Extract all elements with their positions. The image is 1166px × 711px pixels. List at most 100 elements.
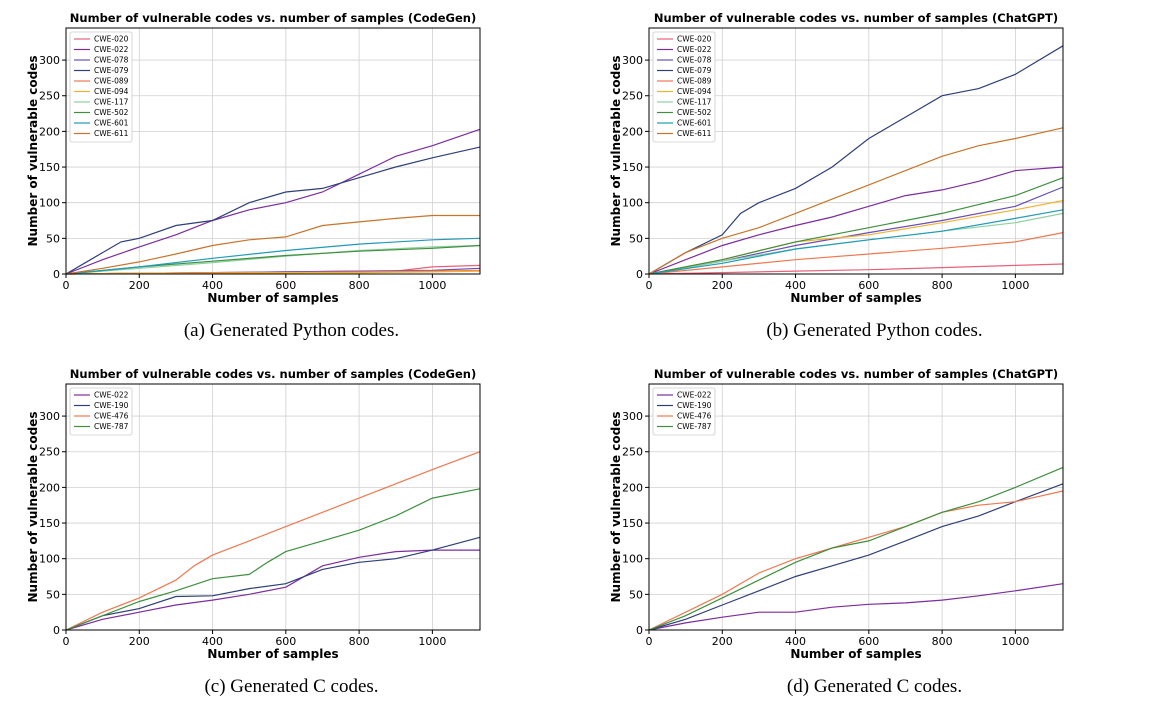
series-line-cwe-601 — [648, 209, 1064, 275]
x-tick-label: 600 — [858, 635, 879, 648]
x-tick-label: 200 — [129, 635, 150, 648]
y-tick-label: 200 — [39, 125, 60, 138]
x-tick-label: 0 — [646, 279, 653, 292]
x-axis-label: Number of samples — [790, 291, 921, 305]
series-line-cwe-020 — [648, 263, 1064, 275]
series-line-cwe-601 — [65, 237, 481, 275]
x-tick-label: 400 — [202, 635, 223, 648]
chart-panel-a: Number of vulnerable codes vs. number of… — [0, 0, 583, 355]
y-tick-label: 100 — [39, 197, 60, 210]
chart-title: Number of vulnerable codes vs. number of… — [70, 11, 476, 25]
x-axis-label: Number of samples — [790, 647, 921, 661]
y-tick-label: 0 — [53, 624, 60, 637]
chart-panel-d: Number of vulnerable codes vs. number of… — [583, 356, 1166, 711]
legend-label: CWE-022 — [94, 391, 129, 400]
plot-frame — [648, 383, 1064, 631]
x-axis-label: Number of samples — [207, 291, 338, 305]
y-tick-label: 300 — [39, 410, 60, 423]
legend-label: CWE-078 — [94, 56, 129, 65]
legend-label: CWE-601 — [677, 119, 712, 128]
chart-title: Number of vulnerable codes vs. number of… — [654, 367, 1058, 381]
chart-title: Number of vulnerable codes vs. number of… — [70, 367, 476, 381]
y-tick-label: 200 — [622, 481, 643, 494]
x-tick-label: 800 — [349, 279, 370, 292]
legend-label: CWE-190 — [94, 401, 129, 410]
y-tick-label: 100 — [622, 197, 643, 210]
y-axis-label: Number of vulnerable codes — [26, 412, 40, 603]
legend-label: CWE-787 — [677, 422, 712, 431]
chart-panel-c: Number of vulnerable codes vs. number of… — [0, 356, 583, 711]
y-tick-label: 100 — [622, 553, 643, 566]
series-line-cwe-079 — [648, 45, 1064, 275]
series-line-cwe-022 — [648, 166, 1064, 275]
x-tick-label: 1000 — [418, 279, 446, 292]
y-tick-label: 150 — [622, 161, 643, 174]
y-tick-label: 50 — [629, 232, 643, 245]
legend-label: CWE-022 — [94, 45, 129, 54]
legend-label: CWE-601 — [94, 119, 129, 128]
y-tick-label: 50 — [46, 588, 60, 601]
legend-box — [652, 387, 716, 436]
legend-label: CWE-476 — [677, 412, 712, 421]
x-tick-label: 0 — [63, 279, 70, 292]
y-tick-label: 250 — [39, 446, 60, 459]
x-tick-label: 200 — [712, 635, 733, 648]
y-tick-label: 200 — [39, 481, 60, 494]
y-tick-label: 150 — [39, 161, 60, 174]
legend-label: CWE-022 — [677, 391, 712, 400]
chart-d: Number of vulnerable codes vs. number of… — [609, 367, 1064, 661]
caption-b: (b) Generated Python codes. — [766, 320, 983, 341]
legend-label: CWE-502 — [94, 108, 129, 117]
x-tick-label: 200 — [712, 279, 733, 292]
y-tick-label: 250 — [39, 90, 60, 103]
series-line-cwe-089 — [648, 232, 1064, 275]
legend-label: CWE-117 — [677, 98, 712, 107]
legend-label: CWE-022 — [677, 45, 712, 54]
series-line-cwe-190 — [648, 483, 1064, 631]
chart-panel-b: Number of vulnerable codes vs. number of… — [583, 0, 1166, 355]
legend-label: CWE-020 — [94, 35, 129, 44]
legend-label: CWE-787 — [94, 422, 129, 431]
y-tick-label: 300 — [622, 54, 643, 67]
legend-label: CWE-079 — [94, 66, 129, 75]
x-tick-label: 0 — [63, 635, 70, 648]
x-tick-label: 800 — [349, 635, 370, 648]
x-tick-label: 1000 — [1001, 279, 1029, 292]
series-line-cwe-787 — [648, 466, 1064, 631]
y-axis-label: Number of vulnerable codes — [26, 56, 40, 247]
x-tick-label: 600 — [275, 279, 296, 292]
series-line-cwe-476 — [648, 490, 1064, 631]
legend-label: CWE-502 — [677, 108, 712, 117]
y-axis-label: Number of vulnerable codes — [609, 56, 623, 247]
legend-label: CWE-094 — [677, 87, 712, 96]
chart-b: Number of vulnerable codes vs. number of… — [609, 11, 1064, 305]
y-tick-label: 150 — [622, 517, 643, 530]
x-tick-label: 0 — [646, 635, 653, 648]
y-tick-label: 0 — [53, 268, 60, 281]
y-tick-label: 250 — [622, 446, 643, 459]
x-tick-label: 600 — [275, 635, 296, 648]
x-tick-label: 1000 — [418, 635, 446, 648]
legend-label: CWE-089 — [677, 77, 712, 86]
legend-label: CWE-611 — [677, 129, 712, 138]
y-axis-label: Number of vulnerable codes — [609, 412, 623, 603]
x-tick-label: 1000 — [1001, 635, 1029, 648]
legend-label: CWE-611 — [94, 129, 129, 138]
y-tick-label: 300 — [39, 54, 60, 67]
plot-frame — [648, 27, 1064, 275]
y-tick-label: 0 — [636, 268, 643, 281]
series-line-cwe-476 — [65, 451, 481, 631]
y-tick-label: 50 — [46, 232, 60, 245]
x-tick-label: 400 — [202, 279, 223, 292]
series-line-cwe-611 — [648, 127, 1064, 275]
series-line-cwe-079 — [65, 146, 481, 275]
legend-label: CWE-190 — [677, 401, 712, 410]
legend-box — [69, 387, 133, 436]
x-tick-label: 800 — [932, 635, 953, 648]
y-tick-label: 300 — [622, 410, 643, 423]
caption-d: (d) Generated C codes. — [786, 676, 963, 697]
legend-label: CWE-020 — [677, 35, 712, 44]
y-tick-label: 50 — [629, 588, 643, 601]
legend-label: CWE-117 — [94, 98, 129, 107]
series-line-cwe-611 — [65, 214, 480, 275]
